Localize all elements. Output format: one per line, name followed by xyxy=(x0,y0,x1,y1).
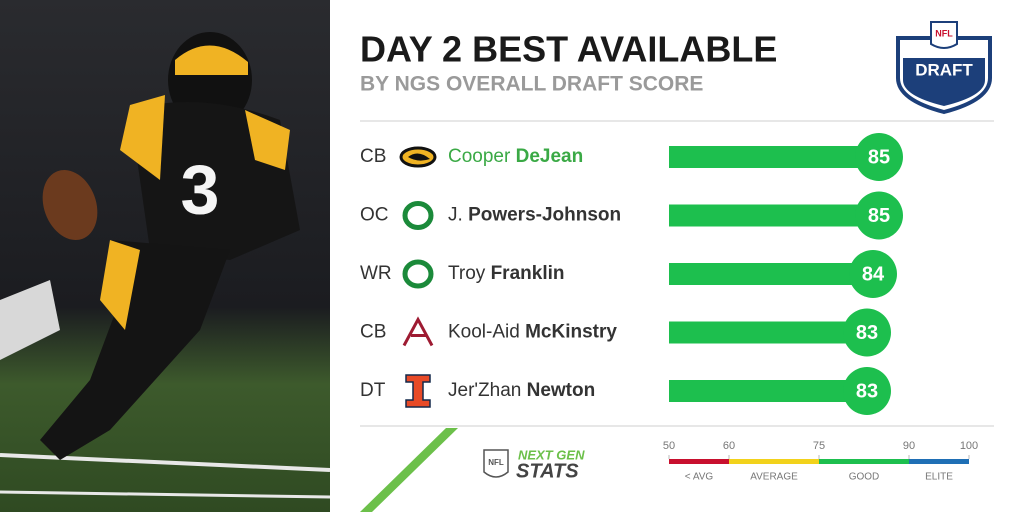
first-name: J. xyxy=(448,205,463,226)
bar xyxy=(669,321,867,344)
scale-band xyxy=(669,459,729,464)
bar xyxy=(669,146,879,168)
value-label: 83 xyxy=(856,322,878,344)
x-tick-label: 75 xyxy=(813,440,825,452)
value-label: 85 xyxy=(868,205,890,227)
band-label: AVERAGE xyxy=(750,472,798,483)
bar xyxy=(669,263,873,285)
x-tick-label: 90 xyxy=(903,440,915,452)
school-logo xyxy=(402,259,434,289)
position: CB xyxy=(360,146,386,167)
x-tick-label: 60 xyxy=(723,440,735,452)
bar xyxy=(669,204,879,227)
photo: 3 xyxy=(0,0,331,512)
score-badge xyxy=(855,133,903,181)
first-name: Kool-Aid xyxy=(448,322,520,343)
position: OC xyxy=(360,205,389,226)
school-logo xyxy=(405,374,431,408)
draft-logo-league: NFL xyxy=(935,28,953,38)
position: CB xyxy=(360,322,386,343)
first-name: Troy xyxy=(448,263,486,284)
first-name: Jer'Zhan xyxy=(448,380,521,401)
scale-band xyxy=(909,459,969,464)
score-badge xyxy=(843,367,891,415)
position: DT xyxy=(360,380,386,401)
ngs-logo-bottom: STATS xyxy=(516,460,579,482)
value-label: 85 xyxy=(868,146,890,168)
school-logo xyxy=(402,316,434,347)
score-badge xyxy=(843,308,891,357)
x-tick-label: 50 xyxy=(663,440,675,452)
title: DAY 2 BEST AVAILABLE xyxy=(360,29,777,70)
player-name: J. Powers-Johnson xyxy=(448,205,621,226)
score-badge xyxy=(855,191,903,240)
logo-shape xyxy=(408,153,430,161)
band-label: ELITE xyxy=(925,472,953,483)
ngs-logo-league: NFL xyxy=(488,458,504,467)
logo-shape xyxy=(402,316,434,347)
value-label: 83 xyxy=(856,380,878,402)
last-name: Franklin xyxy=(491,263,565,284)
bar xyxy=(669,380,867,402)
last-name: McKinstry xyxy=(525,322,617,343)
band-label: < AVG xyxy=(685,472,714,483)
first-name: Cooper xyxy=(448,146,511,167)
position: WR xyxy=(360,263,392,284)
last-name: Powers-Johnson xyxy=(468,205,621,226)
draft-logo: NFL DRAFT xyxy=(896,21,992,115)
score-badge xyxy=(849,250,897,298)
logo-shape xyxy=(402,201,434,230)
logo-shape xyxy=(402,259,434,289)
player-name: Troy Franklin xyxy=(448,263,564,284)
logo-shape xyxy=(405,374,431,408)
player-name: Kool-Aid McKinstry xyxy=(448,322,617,343)
svg-text:3: 3 xyxy=(181,150,220,228)
subtitle: BY NGS OVERALL DRAFT SCORE xyxy=(360,73,703,96)
last-name: Newton xyxy=(527,380,596,401)
x-tick-label: 100 xyxy=(960,440,978,452)
band-label: GOOD xyxy=(849,472,880,483)
ngs-logo: NFL NEXT GEN STATS xyxy=(483,447,585,482)
school-logo xyxy=(402,201,434,230)
school-logo xyxy=(399,146,437,168)
last-name: DeJean xyxy=(516,146,584,167)
ngs-logo-top: NEXT GEN xyxy=(518,447,585,462)
accent-stripe xyxy=(360,428,458,512)
player-name: Jer'Zhan Newton xyxy=(448,380,595,401)
value-label: 84 xyxy=(862,263,885,285)
draft-logo-text: DRAFT xyxy=(915,60,973,79)
player-name: Cooper DeJean xyxy=(448,146,583,167)
scale-band xyxy=(819,459,909,464)
scale-band xyxy=(729,459,819,464)
